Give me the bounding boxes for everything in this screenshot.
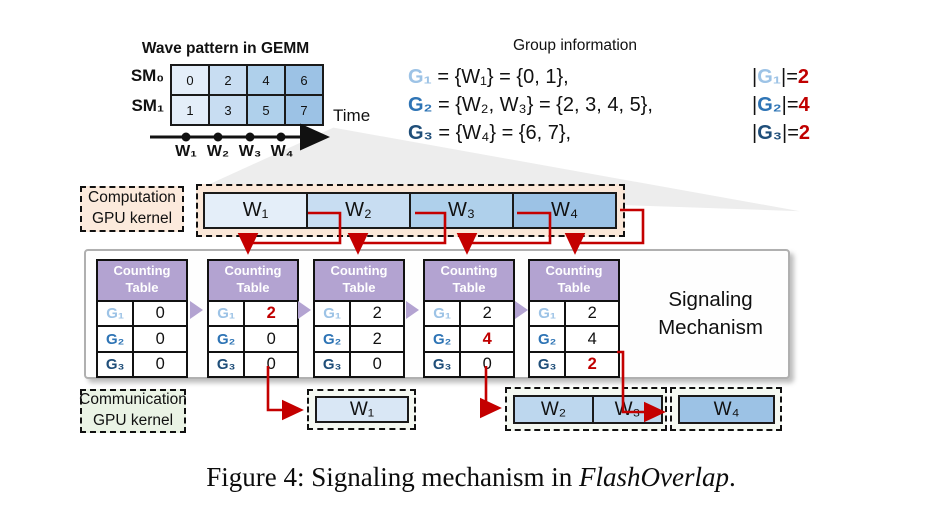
time-axis (150, 123, 330, 151)
table-row: G₃ 2 (530, 352, 618, 377)
g1-symbol: G₁ (408, 66, 432, 88)
computation-kernel-bar: W₁ W₂ W₃ W₄ (203, 192, 617, 229)
group-equation-1: G₁ = {W₁} = {0, 1}, (408, 66, 738, 89)
signaling-label-line2: Mechanism (658, 315, 763, 339)
wave-grid: 0 2 4 6 1 3 5 7 (170, 64, 324, 126)
table-row: G₁ 2 (315, 301, 403, 328)
computation-kernel-label: Computation GPU kernel (80, 186, 184, 232)
comm-wave-w4: W₄ (678, 395, 775, 424)
table-row: G₂ 2 (315, 327, 403, 353)
counting-table-header: Counting Table (98, 261, 186, 302)
wave-segment-w1: W₁ (205, 194, 308, 227)
equation-text: = {W₄} = {6, 7}, (432, 122, 572, 144)
computation-label-line2: GPU kernel (91, 210, 173, 227)
wave-tick-w4: W₄ (270, 143, 294, 160)
g3-symbol: G₃ (408, 122, 433, 144)
caption-suffix: . (728, 462, 736, 492)
sm0-label: SM₀ (130, 66, 164, 85)
computation-label-line1: Computation (88, 189, 176, 207)
table-progress-arrow-icon (190, 301, 203, 319)
equation-text: = {W₁} = {0, 1}, (431, 66, 569, 88)
grid-cell: 6 (284, 64, 324, 96)
table-row: G₃ 0 (425, 352, 513, 377)
table-row: G₃ 0 (315, 352, 403, 377)
group-equation-3: G₃ = {W₄} = {6, 7}, (408, 122, 738, 145)
grid-cell: 0 (170, 64, 210, 96)
wave-segment-w2: W₂ (308, 194, 411, 227)
counting-table-header: Counting Table (315, 261, 403, 302)
communication-label-line2: GPU kernel (92, 412, 174, 429)
group-cardinality-2: |G₂|=4 (752, 94, 810, 116)
group-equation-2: G₂ = {W₂, W₃} = {2, 3, 4, 5}, (408, 94, 738, 117)
table-row: G₁ 2 (530, 301, 618, 328)
group-cardinality-1: |G₁|=2 (752, 66, 810, 88)
equation-text: = {W₂, W₃} = {2, 3, 4, 5}, (432, 94, 653, 116)
sm1-label: SM₁ (131, 96, 164, 115)
signaling-label-line1: Signaling (668, 288, 753, 311)
comm-wave-w2: W₂ (513, 395, 594, 424)
wave-segment-w4: W₄ (514, 194, 615, 227)
wave-pattern-title: Wave pattern in GEMM (141, 40, 310, 57)
table-progress-arrow-icon (406, 301, 419, 319)
wave-tick-w3: W₃ (238, 143, 262, 160)
counting-table-5: Counting Table G₁ 2 G₂ 4 G₃ 2 (528, 259, 620, 379)
caption-emphasis: FlashOverlap (578, 462, 729, 492)
table-row: G₃ 0 (209, 352, 297, 377)
time-axis-label: Time (333, 106, 371, 125)
table-row: G₂ 0 (209, 327, 297, 353)
caption-prefix: Figure 4: Signaling mechanism in (206, 462, 579, 492)
wave-tick-w1: W₁ (175, 143, 197, 160)
wave-grid-row: 0 2 4 6 (170, 64, 324, 96)
counting-table-4: Counting Table G₁ 2 G₂ 4 G₃ 0 (423, 259, 515, 379)
table-row: G₂ 4 (425, 327, 513, 353)
communication-kernel-label: Communication GPU kernel (79, 389, 187, 433)
comm-group-w2-w3: W₂ W₃ (505, 387, 667, 431)
signaling-mechanism-label: Signaling Mechanism (628, 286, 793, 341)
grid-cell: 1 (170, 94, 210, 126)
figure-caption: Figure 4: Signaling mechanism in FlashOv… (0, 462, 942, 493)
table-row: G₂ 0 (98, 327, 186, 353)
group-info-title: Group information (512, 37, 638, 54)
grid-cell: 2 (208, 64, 248, 96)
group-cardinality-3: |G₃|=2 (752, 122, 811, 144)
counting-table-header: Counting Table (209, 261, 297, 302)
wave-tick-w2: W₂ (206, 143, 230, 160)
communication-label-line1: Communication (79, 391, 187, 409)
g2-symbol: G₂ (408, 94, 433, 116)
table-progress-arrow-icon (515, 301, 528, 319)
counting-table-2: Counting Table G₁ 2 G₂ 0 G₃ 0 (207, 259, 299, 379)
table-progress-arrow-icon (298, 301, 311, 319)
grid-cell: 7 (284, 94, 324, 126)
wave-grid-row: 1 3 5 7 (170, 94, 324, 126)
wave-segment-w3: W₃ (411, 194, 514, 227)
comm-group-w4: W₄ (670, 387, 782, 431)
table-row: G₁ 2 (425, 301, 513, 328)
grid-cell: 3 (208, 94, 248, 126)
table-row: G₃ 0 (98, 352, 186, 377)
counting-table-3: Counting Table G₁ 2 G₂ 2 G₃ 0 (313, 259, 405, 379)
table-row: G₁ 0 (98, 301, 186, 328)
grid-cell: 5 (246, 94, 286, 126)
counting-table-header: Counting Table (530, 261, 618, 302)
comm-wave-w1: W₁ (315, 396, 409, 423)
table-row: G₁ 2 (209, 301, 297, 328)
grid-cell: 4 (246, 64, 286, 96)
counting-table-1: Counting Table G₁ 0 G₂ 0 G₃ 0 (96, 259, 188, 379)
comm-group-w1: W₁ (307, 389, 416, 430)
counting-table-header: Counting Table (425, 261, 513, 302)
table-row: G₂ 4 (530, 327, 618, 353)
comm-wave-w3: W₃ (592, 395, 663, 424)
